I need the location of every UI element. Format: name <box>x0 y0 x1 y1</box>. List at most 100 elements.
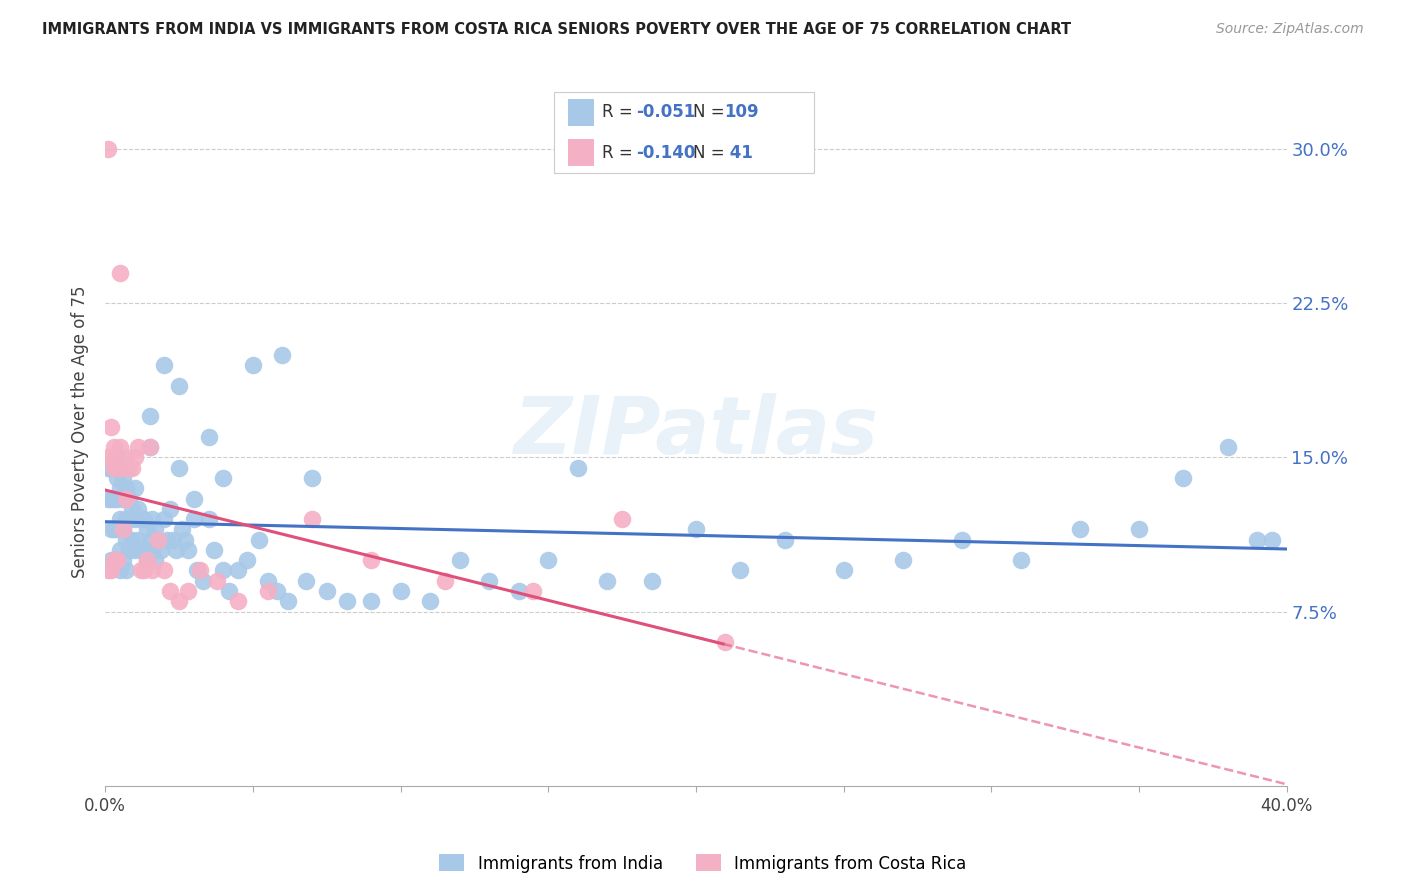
Point <box>121 460 143 475</box>
Point <box>105 553 128 567</box>
Point <box>138 440 160 454</box>
Text: 109: 109 <box>724 103 759 121</box>
Point <box>567 460 589 475</box>
Point <box>207 574 229 588</box>
Point <box>1216 440 1239 454</box>
Point <box>148 533 170 547</box>
Point <box>103 522 125 536</box>
Point <box>832 564 855 578</box>
Point <box>100 564 122 578</box>
Point <box>124 542 146 557</box>
Point <box>100 419 122 434</box>
Point <box>640 574 662 588</box>
Point <box>315 584 337 599</box>
Point <box>115 450 138 465</box>
Point <box>204 542 226 557</box>
Point <box>118 512 141 526</box>
Point <box>226 594 249 608</box>
Point <box>773 533 796 547</box>
Point <box>124 481 146 495</box>
Point <box>97 450 120 465</box>
Point <box>103 491 125 506</box>
Text: N =: N = <box>693 144 730 161</box>
Point <box>183 491 205 506</box>
Point <box>508 584 530 599</box>
Point <box>138 409 160 424</box>
Point <box>141 512 163 526</box>
Point <box>153 512 176 526</box>
Point <box>449 553 471 567</box>
Point <box>105 471 128 485</box>
Point <box>537 553 560 567</box>
Point <box>226 564 249 578</box>
Point <box>127 533 149 547</box>
Text: N =: N = <box>693 103 730 121</box>
Point <box>115 533 138 547</box>
Point <box>118 542 141 557</box>
Point <box>301 512 323 526</box>
Point <box>103 553 125 567</box>
Point <box>197 512 219 526</box>
Point <box>135 553 157 567</box>
Point <box>1069 522 1091 536</box>
Text: IMMIGRANTS FROM INDIA VS IMMIGRANTS FROM COSTA RICA SENIORS POVERTY OVER THE AGE: IMMIGRANTS FROM INDIA VS IMMIGRANTS FROM… <box>42 22 1071 37</box>
Text: R =: R = <box>602 144 638 161</box>
Point <box>118 491 141 506</box>
Point <box>295 574 318 588</box>
Point <box>522 584 544 599</box>
Point <box>242 358 264 372</box>
Point <box>105 553 128 567</box>
Point <box>177 542 200 557</box>
Point <box>177 584 200 599</box>
Point <box>1173 471 1195 485</box>
Point <box>108 512 131 526</box>
Point <box>103 440 125 454</box>
Point <box>111 553 134 567</box>
Point <box>610 512 633 526</box>
Point <box>108 440 131 454</box>
Point <box>188 564 211 578</box>
Point <box>950 533 973 547</box>
Text: 41: 41 <box>724 144 754 161</box>
Point <box>115 512 138 526</box>
Point <box>159 584 181 599</box>
Point <box>132 542 155 557</box>
Point <box>419 594 441 608</box>
Point <box>433 574 456 588</box>
Point <box>159 501 181 516</box>
Point <box>266 584 288 599</box>
Point <box>141 542 163 557</box>
Point <box>256 584 278 599</box>
Point <box>1128 522 1150 536</box>
Point <box>103 460 125 475</box>
Point <box>97 491 120 506</box>
Point <box>115 491 138 506</box>
Point <box>105 460 128 475</box>
Point <box>170 522 193 536</box>
Point <box>115 481 138 495</box>
Point <box>97 564 120 578</box>
Point <box>236 553 259 567</box>
Point <box>336 594 359 608</box>
Point <box>129 512 152 526</box>
Point <box>714 635 737 649</box>
Point <box>156 533 179 547</box>
Point <box>212 471 235 485</box>
Point <box>105 491 128 506</box>
Point <box>1246 533 1268 547</box>
Text: -0.140: -0.140 <box>636 144 695 161</box>
Point <box>97 142 120 156</box>
Point <box>153 564 176 578</box>
Point <box>97 460 120 475</box>
Point <box>256 574 278 588</box>
Point <box>153 358 176 372</box>
Legend: Immigrants from India, Immigrants from Costa Rica: Immigrants from India, Immigrants from C… <box>433 847 973 880</box>
Text: Source: ZipAtlas.com: Source: ZipAtlas.com <box>1216 22 1364 37</box>
Point <box>124 512 146 526</box>
Point <box>103 460 125 475</box>
Point <box>132 512 155 526</box>
Point <box>108 542 131 557</box>
Point <box>108 266 131 280</box>
Point <box>218 584 240 599</box>
Point <box>277 594 299 608</box>
